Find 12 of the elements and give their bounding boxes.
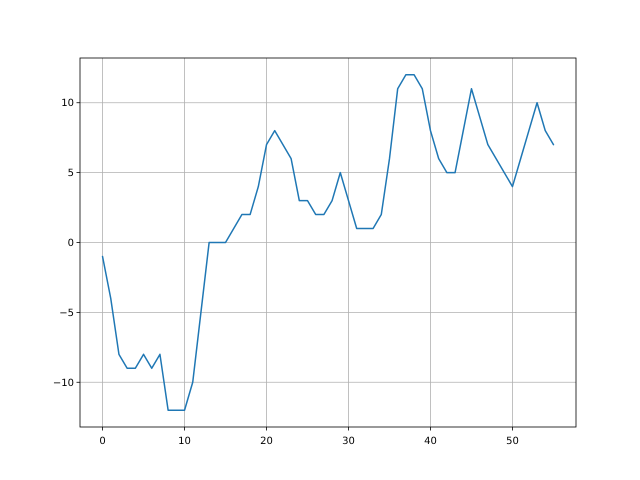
y-tick-label: −5 [59, 308, 74, 319]
y-tick-label: −10 [52, 378, 74, 389]
x-tick-label: 40 [424, 436, 437, 447]
x-tick-label: 20 [260, 436, 273, 447]
x-tick-label: 0 [99, 436, 106, 447]
x-tick-label: 10 [178, 436, 191, 447]
y-tick-label: 10 [61, 98, 74, 110]
y-tick-label: 5 [68, 168, 74, 180]
y-tick-label: 0 [68, 238, 74, 249]
x-tick-label: 30 [342, 436, 355, 447]
line-series [102, 74, 554, 411]
x-tick-label: 50 [506, 436, 519, 447]
